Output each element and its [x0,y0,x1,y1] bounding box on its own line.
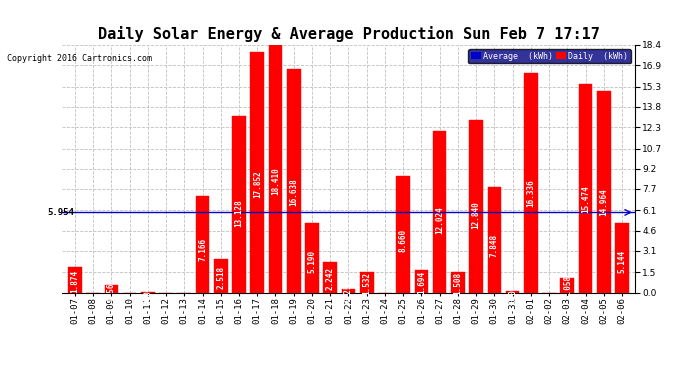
Text: 15.474: 15.474 [581,185,590,213]
Bar [615,223,629,292]
Bar [560,278,574,292]
Bar [196,196,209,292]
Text: 8.660: 8.660 [399,228,408,252]
Bar [579,84,593,292]
Bar [597,91,611,292]
Text: 16.336: 16.336 [526,180,535,207]
Bar [433,131,446,292]
Bar [232,116,246,292]
Text: 2.242: 2.242 [326,267,335,291]
Text: 0.256: 0.256 [344,279,353,302]
Bar [68,267,81,292]
Text: 5.954: 5.954 [48,208,75,217]
Text: 12.024: 12.024 [435,206,444,234]
Text: 0.566: 0.566 [107,278,116,301]
Text: 16.638: 16.638 [289,178,298,206]
Text: 13.128: 13.128 [235,199,244,227]
Text: 14.964: 14.964 [600,188,609,216]
Text: 1.058: 1.058 [563,274,572,298]
Bar [415,270,428,292]
Bar [396,176,410,292]
Text: Copyright 2016 Cartronics.com: Copyright 2016 Cartronics.com [7,54,152,63]
Bar [524,73,538,292]
Text: 2.518: 2.518 [216,266,225,289]
Bar [324,262,337,292]
Bar [104,285,118,292]
Bar [469,120,483,292]
Text: 12.840: 12.840 [472,201,481,229]
Text: 7.848: 7.848 [490,233,499,256]
Legend: Average  (kWh), Daily  (kWh): Average (kWh), Daily (kWh) [468,49,631,63]
Text: 17.852: 17.852 [253,171,262,198]
Text: 1.508: 1.508 [453,272,462,295]
Text: 0.046: 0.046 [144,280,152,304]
Bar [268,45,282,292]
Text: 1.532: 1.532 [362,272,371,295]
Text: 7.166: 7.166 [198,237,207,261]
Bar [287,69,301,292]
Text: 1.694: 1.694 [417,271,426,294]
Text: 18.410: 18.410 [271,167,280,195]
Bar [506,291,520,292]
Text: 0.096: 0.096 [508,280,517,303]
Title: Daily Solar Energy & Average Production Sun Feb 7 17:17: Daily Solar Energy & Average Production … [97,27,600,42]
Bar [342,289,355,292]
Bar [451,272,465,292]
Text: 5.190: 5.190 [308,249,317,273]
Bar [305,223,319,292]
Bar [214,259,228,292]
Bar [360,272,373,292]
Text: 1.874: 1.874 [70,270,79,293]
Bar [488,187,501,292]
Text: 5.144: 5.144 [618,250,627,273]
Bar [250,53,264,292]
